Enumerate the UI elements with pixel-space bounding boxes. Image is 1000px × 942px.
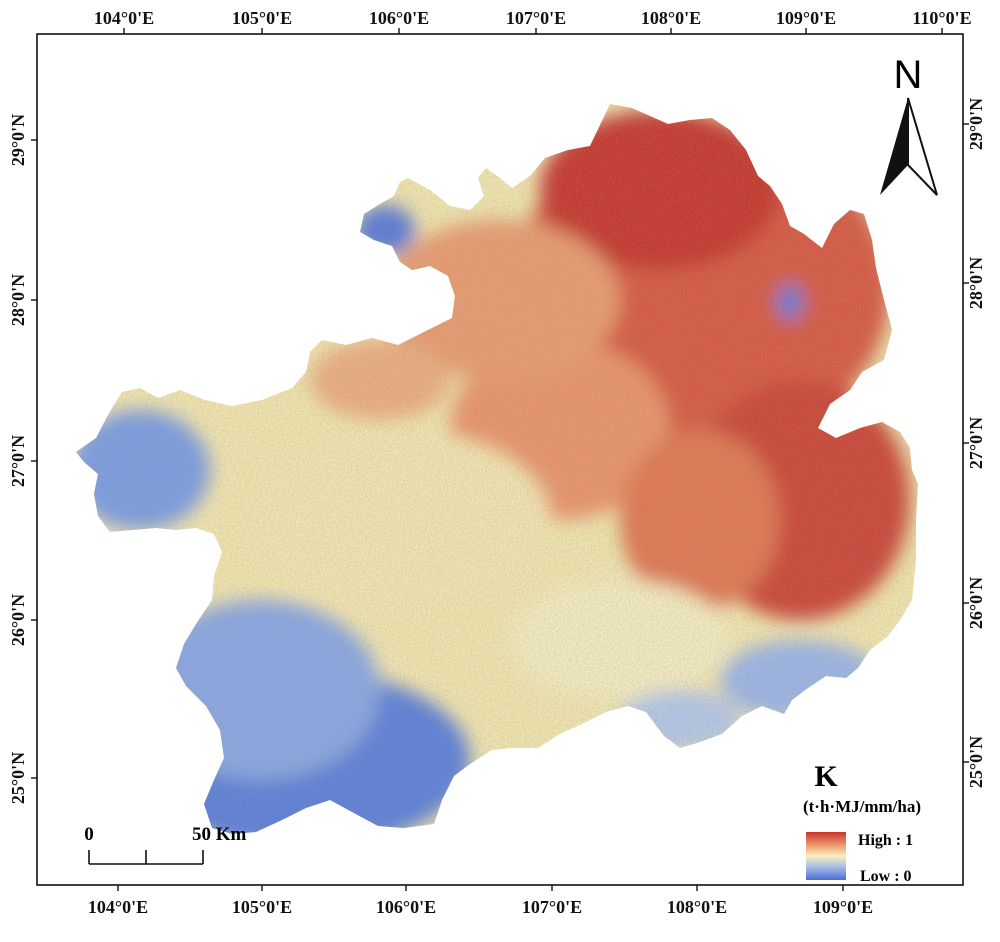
left-latitude-labels: 29°0'N 28°0'N 27°0'N 26°0'N 25°0'N	[8, 114, 28, 804]
lon-label-top: 105°0'E	[232, 8, 292, 28]
lon-label-top: 108°0'E	[641, 8, 701, 28]
lat-label-right: 28°0'N	[966, 257, 986, 309]
legend-color-ramp	[806, 832, 846, 880]
north-arrow-left-half	[880, 98, 908, 195]
graticule-ticks	[31, 28, 969, 891]
lon-label-top: 110°0'E	[912, 8, 971, 28]
lon-label-top: 107°0'E	[506, 8, 566, 28]
lon-label-bottom: 105°0'E	[232, 897, 292, 917]
lon-label-bottom: 108°0'E	[667, 897, 727, 917]
legend: K (t·h·MJ/mm/ha) High : 1 Low : 0	[803, 760, 921, 885]
lon-label-bottom: 106°0'E	[376, 897, 436, 917]
lat-label-right: 29°0'N	[966, 98, 986, 150]
lat-label-left: 27°0'N	[8, 435, 28, 487]
right-latitude-labels: 29°0'N 28°0'N 27°0'N 26°0'N 25°0'N	[966, 98, 986, 788]
lat-label-right: 26°0'N	[966, 577, 986, 629]
lat-label-left: 29°0'N	[8, 114, 28, 166]
legend-unit: (t·h·MJ/mm/ha)	[803, 797, 921, 816]
lon-label-top: 104°0'E	[94, 8, 154, 28]
north-arrow: N	[880, 53, 938, 196]
lon-label-top: 106°0'E	[369, 8, 429, 28]
scale-end-label: 50 Km	[192, 824, 247, 845]
north-arrow-right-half	[907, 97, 938, 196]
scale-bar: 0 50 Km	[84, 824, 247, 865]
lon-label-bottom: 104°0'E	[88, 897, 148, 917]
lat-label-left: 25°0'N	[8, 752, 28, 804]
lat-label-right: 25°0'N	[966, 736, 986, 788]
lon-label-top: 109°0'E	[776, 8, 836, 28]
lon-label-bottom: 109°0'E	[813, 897, 873, 917]
lat-label-left: 26°0'N	[8, 594, 28, 646]
bottom-longitude-labels: 104°0'E 105°0'E 106°0'E 107°0'E 108°0'E …	[88, 897, 873, 917]
legend-high-label: High : 1	[858, 832, 913, 849]
scale-start-label: 0	[84, 824, 94, 845]
lat-label-right: 27°0'N	[966, 417, 986, 469]
lon-label-bottom: 107°0'E	[522, 897, 582, 917]
legend-low-label: Low : 0	[860, 868, 912, 885]
north-arrow-letter: N	[894, 53, 923, 97]
legend-title: K	[814, 760, 838, 793]
top-longitude-labels: 104°0'E 105°0'E 106°0'E 107°0'E 108°0'E …	[94, 8, 972, 28]
lat-label-left: 28°0'N	[8, 274, 28, 326]
